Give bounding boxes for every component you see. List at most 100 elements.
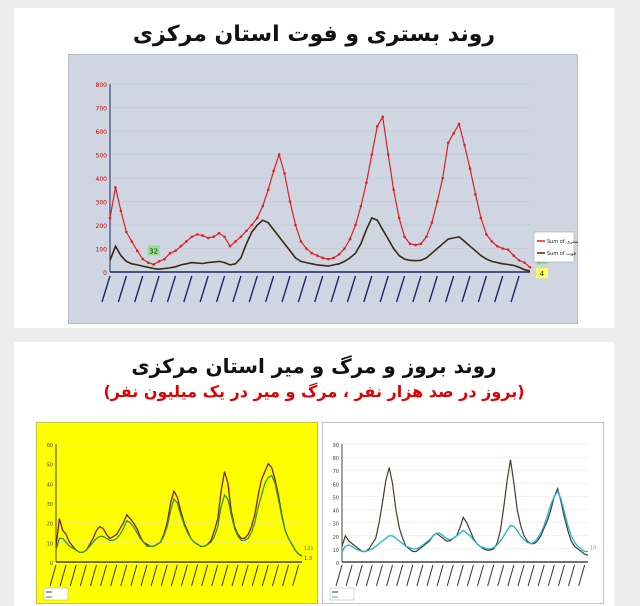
x-tick-mark [69,564,77,587]
data-point [479,216,483,220]
data-point [381,115,385,119]
x-tick-mark [375,564,383,587]
x-tick-mark [527,564,535,587]
x-tick-mark [221,564,229,587]
x-tick-mark [166,275,177,303]
x-tick-mark [497,564,505,587]
data-point [457,122,461,126]
x-tick-mark [271,564,279,587]
y-tick-label: 60 [333,482,339,488]
data-point [130,240,134,243]
data-point [430,221,434,224]
x-tick-mark [330,275,340,303]
annotation-label: 4 [540,270,545,278]
data-point [414,243,417,247]
y-tick-label: 600 [96,129,108,136]
annotation-label: 10 [590,546,596,552]
hospital-death-card: روند بستری و فوت استان مرکزی 0 100 200 300 4… [14,8,614,328]
x-tick-mark [412,275,422,303]
data-point [512,254,515,257]
x-tick-mark [150,275,160,303]
data-point [261,204,265,208]
x-tick-mark [117,275,128,303]
legend [43,587,69,601]
y-tick-label: 50 [333,495,339,501]
x-tick-mark [110,564,118,587]
x-tick-mark [510,275,520,303]
x-tick-mark [251,564,259,587]
data-point [485,233,488,236]
data-point [528,266,532,269]
x-tick-mark [428,275,438,303]
x-tick-mark [59,564,67,587]
data-point [375,125,379,128]
data-point [517,258,521,262]
data-point [495,244,499,248]
x-tick-mark [191,564,199,587]
section1-title: روند بستری و فوت استان مرکزی [132,22,496,47]
legend [533,231,575,263]
x-tick-mark [426,564,434,587]
x-tick-mark [386,564,394,587]
data-point [359,204,363,208]
data-point [250,223,254,227]
legend-label: Sum of بستری [547,239,578,245]
series-line [55,462,303,557]
data-point [299,240,303,243]
x-tick-mark [517,564,525,587]
x-tick-mark [416,564,424,587]
incidence-mortality-card: روند بروز و مرگ و میر استان مرکزی (بروز … [14,342,614,606]
x-tick-mark [466,564,474,587]
y-tick-label: 10 [333,548,339,554]
data-point [163,257,166,261]
x-tick-mark [130,564,138,587]
data-point [506,248,510,251]
data-point [321,256,325,260]
data-point [501,247,505,250]
x-tick-mark [507,564,515,587]
x-tick-mark [134,275,144,303]
x-tick-mark [183,275,193,303]
data-point [523,261,526,264]
data-point [141,257,145,261]
x-tick-mark [568,564,576,587]
x-tick-mark [232,275,242,303]
x-tick-mark [477,275,488,303]
data-point [370,153,374,156]
data-point [152,263,155,266]
x-tick-mark [89,564,97,587]
x-tick-mark [180,564,188,587]
data-point [125,230,128,234]
x-tick-mark [79,564,87,587]
x-tick-mark [379,275,389,303]
annotation-box [147,245,160,256]
x-tick-mark [211,564,219,587]
x-tick-mark [335,564,343,587]
y-tick-label: 90 [333,443,339,449]
y-tick-label: 30 [333,522,339,528]
data-point [255,216,259,220]
data-point [201,234,205,237]
x-tick-mark [444,275,455,303]
x-tick-mark [120,564,128,587]
x-tick-mark [456,564,464,587]
data-point [386,153,390,156]
hospital-death-chart: 010020030040050060070080032204Sum of بست… [68,54,578,324]
x-tick-mark [297,275,308,303]
data-point [425,235,428,239]
data-point [245,229,248,233]
data-point [185,240,188,243]
data-point [441,176,445,180]
data-point [228,244,232,248]
y-tick-label: 80 [333,456,339,462]
data-point [408,242,412,246]
data-point [212,235,215,239]
data-point [337,253,341,256]
x-tick-mark [578,564,586,587]
data-point [239,235,243,239]
data-point [174,249,177,253]
data-point [343,247,346,250]
data-point [135,249,139,253]
data-point [157,260,161,263]
y-tick-label: 20 [47,522,53,528]
